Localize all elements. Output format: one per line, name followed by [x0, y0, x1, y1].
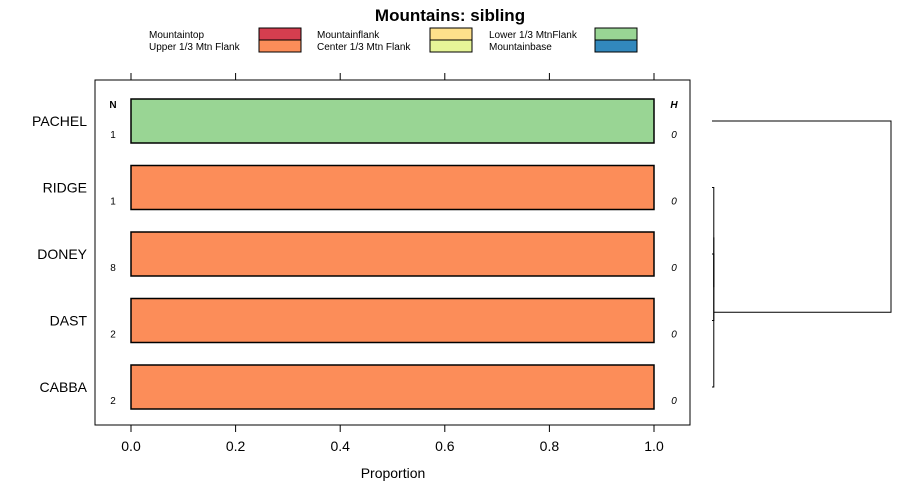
x-tick-label-4: 0.8: [540, 438, 560, 454]
bar-pachel-lower-1-3-mtnflank: [130, 98, 655, 144]
n-value-cabba: 2: [110, 396, 116, 407]
plot-frame: [94, 79, 691, 426]
chart-title: Mountains: sibling: [375, 6, 525, 25]
h-value-dast: 0: [671, 330, 677, 341]
category-label-ridge: RIDGE: [43, 180, 87, 196]
legend-label-center-1-3-mtn-flank: Center 1/3 Mtn Flank: [317, 42, 411, 53]
n-value-pachel: 1: [110, 130, 116, 141]
x-tick-label-5: 1.0: [644, 438, 664, 454]
x-tick-label-3: 0.6: [435, 438, 455, 454]
legend-swatch-lower-1-3-mtnflank: [594, 27, 638, 41]
bar-doney-upper-1-3-mtn-flank: [130, 231, 655, 277]
x-tick-label-2: 0.4: [330, 438, 350, 454]
legend-swatch-upper-1-3-mtn-flank: [258, 39, 302, 53]
bar-cabba-upper-1-3-mtn-flank: [130, 364, 655, 410]
dendrogram: [712, 120, 892, 388]
h-column-header: H: [670, 100, 678, 111]
bar-dast-upper-1-3-mtn-flank: [130, 297, 655, 344]
n-value-doney: 8: [110, 263, 116, 274]
legend-swatch-center-1-3-mtn-flank: [429, 39, 473, 53]
category-label-cabba: CABBA: [40, 379, 88, 395]
x-tick-label-0: 0.0: [121, 438, 141, 454]
h-value-cabba: 0: [671, 396, 677, 407]
dendrogram-branch-3: [712, 120, 892, 313]
n-column-header: N: [109, 100, 116, 111]
x-axis-title: Proportion: [361, 465, 426, 481]
n-value-dast: 2: [110, 330, 116, 341]
category-label-dast: DAST: [50, 313, 88, 329]
legend-label-mountainbase: Mountainbase: [489, 42, 552, 53]
legend-swatch-mountainbase: [594, 39, 638, 53]
x-axis: 0.0 0.2 0.4 0.6 0.8 1.0: [121, 73, 664, 454]
dendrogram-branch-2: [712, 237, 715, 388]
legend-swatch-mountainflank: [429, 27, 473, 41]
h-value-pachel: 0: [671, 130, 677, 141]
h-value-doney: 0: [671, 263, 677, 274]
h-value-ridge: 0: [671, 197, 677, 208]
bar-ridge-upper-1-3-mtn-flank: [130, 164, 655, 211]
legend-label-upper-1-3-mtn-flank: Upper 1/3 Mtn Flank: [149, 42, 241, 53]
category-label-pachel: PACHEL: [32, 113, 87, 129]
bars-group: PACHEL 1 0 RIDGE 1 0 DONEY 8 0 DAST 2 0 CABBA 2 0: [32, 98, 677, 410]
legend-label-mountainflank: Mountainflank: [317, 30, 380, 41]
category-label-doney: DONEY: [37, 246, 87, 262]
x-tick-label-1: 0.2: [226, 438, 246, 454]
legend-label-lower-1-3-mtnflank: Lower 1/3 MtnFlank: [489, 30, 578, 41]
legend-swatch-mountaintop: [258, 27, 302, 41]
legend-label-mountaintop: Mountaintop: [149, 30, 204, 41]
n-value-ridge: 1: [110, 197, 116, 208]
